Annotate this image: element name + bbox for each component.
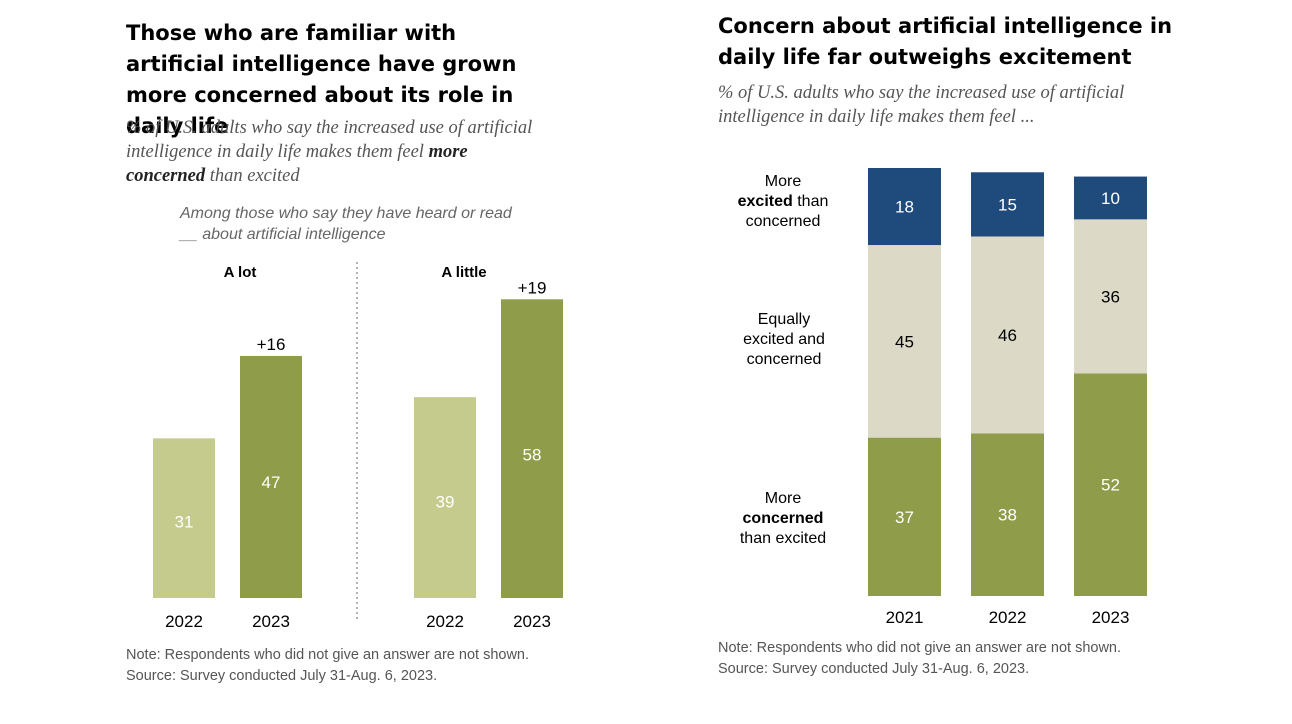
left-chart-subtitle: % of U.S. adults who say the increased u… xyxy=(126,116,536,188)
segment-value-label: 10 xyxy=(1101,189,1120,208)
bar-1-2023 xyxy=(501,299,563,598)
change-label: +19 xyxy=(518,278,547,297)
right-chart-subtitle: % of U.S. adults who say the increased u… xyxy=(718,83,1125,127)
stack-segment-excited-2022 xyxy=(971,172,1044,237)
stack-segment-concerned-2022 xyxy=(971,433,1044,596)
x-tick-label: 2022 xyxy=(426,612,464,631)
stack-segment-excited-2021 xyxy=(868,168,941,246)
legend-label-excited: More excited than concerned xyxy=(718,172,848,232)
left-chart-footnote: Note: Respondents who did not give an an… xyxy=(126,645,586,687)
left-chart-qualifier: Among those who say they have heard or r… xyxy=(180,203,560,245)
label-excited-rest: than concerned xyxy=(745,193,829,230)
segment-value-label: 38 xyxy=(998,506,1017,525)
legend-label-equal: Equally excited and concerned xyxy=(743,311,825,368)
stack-segment-equal-2023 xyxy=(1074,219,1147,374)
left-source: Source: Survey conducted July 31-Aug. 6,… xyxy=(126,668,438,684)
segment-value-label: 36 xyxy=(1101,287,1120,306)
bar-0-2023 xyxy=(240,355,302,598)
segment-value-label: 52 xyxy=(1101,476,1120,495)
left-subtitle-text: % of U.S. adults who say the increased u… xyxy=(126,118,533,162)
right-chart-title: Concern about artificial intelligence in… xyxy=(718,14,1173,69)
label-concerned-line-1: More xyxy=(764,490,802,507)
label-excited-line-1: More xyxy=(764,173,802,190)
left-subtitle-emphasis: more concerned xyxy=(126,142,468,186)
right-source: Source: Survey conducted July 31-Aug. 6,… xyxy=(718,661,1030,677)
segment-value-label: 18 xyxy=(895,198,914,217)
bar-value-label: 39 xyxy=(436,493,455,512)
stack-segment-equal-2021 xyxy=(868,245,941,438)
stack-segment-concerned-2023 xyxy=(1074,373,1147,596)
right-note: Note: Respondents who did not give an an… xyxy=(718,640,1122,656)
x-tick-label: 2023 xyxy=(252,612,290,631)
left-bar-chart: A lot 31 2022 47 2023 +16 A little 39 2022 58 2023… xyxy=(153,262,563,631)
x-tick-label: 2023 xyxy=(513,612,551,631)
bar-value-label: 47 xyxy=(262,473,281,492)
bar-0-2022 xyxy=(153,438,215,598)
qualifier-line-2: __ about artificial intelligence xyxy=(180,226,386,243)
segment-value-label: 45 xyxy=(895,332,914,351)
stack-segment-excited-2023 xyxy=(1074,176,1147,220)
left-note: Note: Respondents who did not give an an… xyxy=(126,647,530,663)
segment-value-label: 15 xyxy=(998,195,1017,214)
group-label-a-lot: A lot xyxy=(224,264,257,281)
qualifier-line-1: Among those who say they have heard or r… xyxy=(180,205,512,222)
bar-value-label: 58 xyxy=(523,446,542,465)
x-tick-label: 2022 xyxy=(989,608,1027,627)
x-tick-label: 2023 xyxy=(1092,608,1130,627)
x-tick-label: 2021 xyxy=(886,608,924,627)
legend-label-concerned: More concerned than excited xyxy=(718,489,848,549)
left-subtitle-text-end: than excited xyxy=(209,166,300,186)
label-concerned-emphasis-line: concerned xyxy=(718,509,848,529)
bar-1-2022 xyxy=(414,397,476,598)
change-label: +16 xyxy=(257,335,286,354)
segment-value-label: 46 xyxy=(998,326,1017,345)
label-concerned-line-3: than excited xyxy=(739,530,827,547)
group-label-a-little: A little xyxy=(441,264,486,281)
bar-value-label: 31 xyxy=(175,512,194,531)
label-excited-line-2: excited than concerned xyxy=(718,192,848,232)
stacked-bar-chart: 37 45 18 2021 38 46 15 2022 52 36 10 2023 xyxy=(868,168,1147,627)
left-chart-title: Those who are familiar with artificial i… xyxy=(126,21,517,138)
stack-segment-equal-2022 xyxy=(971,236,1044,434)
label-excited-emphasis: excited xyxy=(737,193,793,210)
right-chart-footnote: Note: Respondents who did not give an an… xyxy=(718,638,1178,680)
stack-segment-concerned-2021 xyxy=(868,437,941,596)
label-concerned-emphasis: concerned xyxy=(742,510,824,527)
segment-value-label: 37 xyxy=(895,508,914,527)
x-tick-label: 2022 xyxy=(165,612,203,631)
